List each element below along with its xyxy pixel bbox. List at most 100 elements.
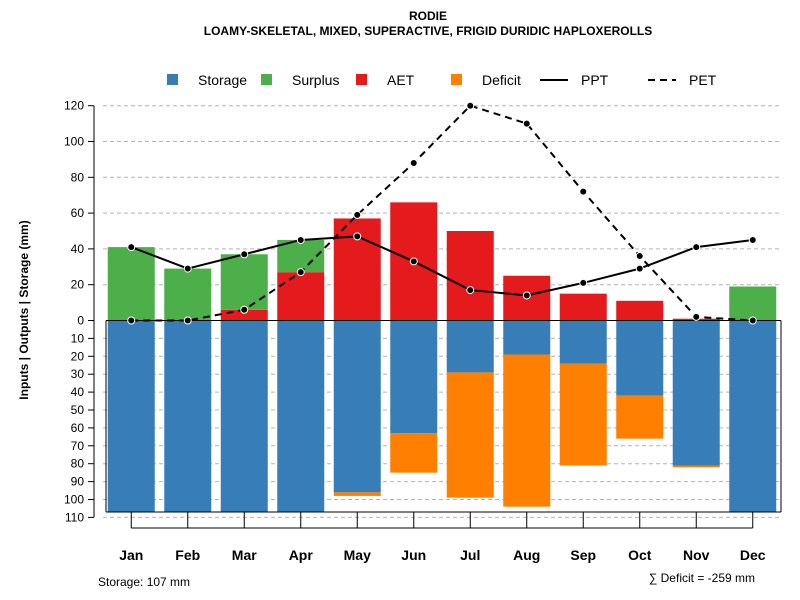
plot-frame xyxy=(105,320,782,513)
bar-storage xyxy=(333,320,381,493)
deficit-note: ∑ Deficit = -259 mm xyxy=(649,571,755,585)
lines xyxy=(127,101,757,325)
bar-surplus xyxy=(729,286,777,321)
legend-label: AET xyxy=(387,72,415,88)
pet-line-point xyxy=(579,187,588,196)
ppt-line-point xyxy=(240,250,249,259)
x-tick-label: Oct xyxy=(628,547,652,563)
bar-storage xyxy=(107,320,155,513)
ppt-line-point xyxy=(127,243,136,252)
y-tick-label: 80 xyxy=(71,457,85,471)
y-tick-label: 40 xyxy=(71,385,85,399)
ppt-line-point xyxy=(522,291,531,300)
ppt-line-point xyxy=(183,264,192,273)
chart-title: RODIE xyxy=(409,9,447,23)
bar-deficit xyxy=(446,372,494,498)
bars xyxy=(107,202,777,513)
bar-deficit xyxy=(672,465,720,468)
gridlines xyxy=(103,105,781,518)
ppt-line-point xyxy=(353,232,362,241)
x-tick-label: Apr xyxy=(289,547,314,563)
ppt-line-point xyxy=(409,257,418,266)
ppt-line-point xyxy=(692,243,701,252)
legend-label: Deficit xyxy=(482,72,521,88)
legend-label: PET xyxy=(689,72,717,88)
bar-storage xyxy=(390,320,438,434)
ppt-line-point xyxy=(579,278,588,287)
pet-line-point xyxy=(296,268,305,277)
bar-storage xyxy=(503,320,551,355)
y-tick-label: 100 xyxy=(64,493,84,507)
pet-line-point xyxy=(466,101,475,110)
ppt-line-point xyxy=(748,235,757,244)
x-tick-label: Mar xyxy=(232,547,257,563)
bar-storage xyxy=(220,320,268,513)
x-tick-label: Jul xyxy=(460,547,480,563)
bar-deficit xyxy=(333,492,381,496)
y-tick-label: 10 xyxy=(71,331,85,345)
legend-label: Surplus xyxy=(292,72,339,88)
y-tick-label: 80 xyxy=(71,170,85,184)
bar-storage xyxy=(729,320,777,513)
y-tick-label: 70 xyxy=(71,439,85,453)
chart-subtitle: LOAMY-SKELETAL, MIXED, SUPERACTIVE, FRIG… xyxy=(204,24,652,38)
y-tick-label: 50 xyxy=(71,403,85,417)
x-tick-label: Feb xyxy=(175,547,200,563)
pet-line xyxy=(131,104,753,322)
pet-line-point xyxy=(748,316,757,325)
y-tick-label: 60 xyxy=(71,421,85,435)
bar-deficit xyxy=(390,433,438,473)
bar-deficit xyxy=(616,395,664,439)
bar-aet xyxy=(559,293,607,321)
bar-surplus xyxy=(107,247,155,321)
legend-swatch xyxy=(356,74,367,85)
y-tick-label: 20 xyxy=(71,278,85,292)
pet-line-point xyxy=(240,305,249,314)
bar-storage xyxy=(559,320,607,364)
pet-line-point xyxy=(409,158,418,167)
y-tick-label: 120 xyxy=(64,99,84,113)
x-tick-label: Sep xyxy=(570,547,596,563)
storage-note: Storage: 107 mm xyxy=(98,575,190,589)
x-tick-label: Dec xyxy=(740,547,766,563)
bar-storage xyxy=(277,320,325,513)
pet-line-point xyxy=(522,119,531,128)
bar-aet xyxy=(446,231,494,321)
pet-line-point xyxy=(635,252,644,261)
legend-label: Storage xyxy=(198,72,247,88)
y-tick-label: 90 xyxy=(71,475,85,489)
x-tick-label: May xyxy=(344,547,371,563)
x-tick-label: Aug xyxy=(513,547,540,563)
y-tick-label: 110 xyxy=(65,510,84,524)
ppt-line-point xyxy=(635,264,644,273)
bar-storage xyxy=(672,320,720,466)
pet-line-point xyxy=(353,210,362,219)
bar-deficit xyxy=(503,354,551,507)
x-tick-label: Nov xyxy=(683,547,710,563)
pet-line-point xyxy=(127,316,136,325)
bar-storage xyxy=(616,320,664,396)
bar-aet xyxy=(616,300,664,321)
x-tick-label: Jun xyxy=(401,547,426,563)
bar-aet xyxy=(277,272,325,321)
bar-surplus xyxy=(164,268,212,321)
y-tick-label: 30 xyxy=(71,367,85,381)
bar-storage xyxy=(164,320,212,513)
legend-swatch xyxy=(451,74,462,85)
bar-aet xyxy=(220,309,268,321)
y-tick-label: 40 xyxy=(71,242,85,256)
pet-line-point xyxy=(692,312,701,321)
bar-surplus xyxy=(220,254,268,310)
x-axis: Jan Feb Mar Apr May Jun Jul Aug Sep Oct Nov Dec xyxy=(119,512,766,563)
x-tick-label: Jan xyxy=(119,547,143,563)
y-tick-label: 20 xyxy=(71,349,85,363)
y-tick-label: 60 xyxy=(71,206,85,220)
bar-deficit xyxy=(559,363,607,466)
bar-storage xyxy=(446,320,494,373)
ppt-line-point xyxy=(466,286,475,295)
legend: Storage Surplus AET Deficit PPT PET xyxy=(167,72,717,88)
ppt-line-point xyxy=(296,235,305,244)
y-tick-label: 0 xyxy=(77,314,84,328)
legend-swatch xyxy=(167,74,178,85)
